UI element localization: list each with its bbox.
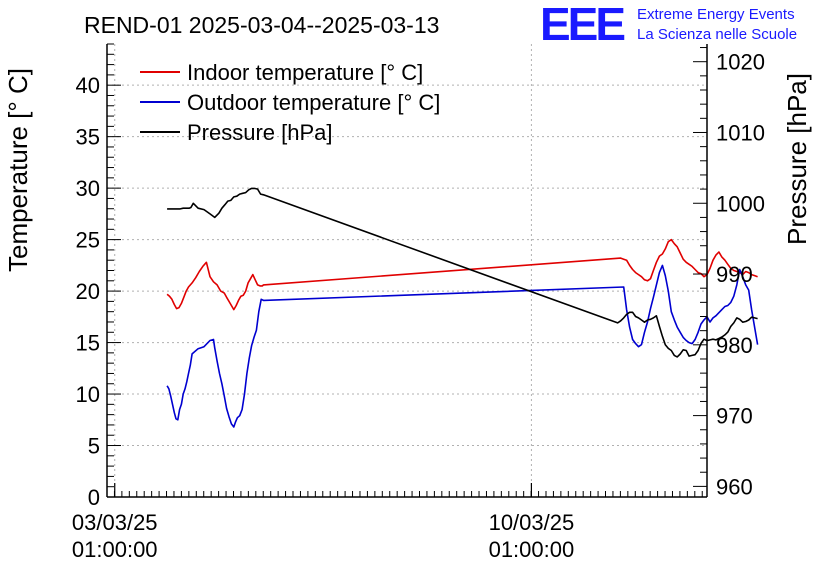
y-left-tick-label: 15: [76, 331, 100, 356]
y-axis-label-right: Pressure [hPa]: [782, 73, 812, 245]
y-left-tick-label: 40: [76, 73, 100, 98]
ticks: 0 5 10 15 20 25 30 35 40 960 970 980 990 1000 1010 1020…: [72, 43, 765, 562]
y-right-tick-label: 960: [716, 474, 753, 499]
y-left-tick-label: 10: [76, 382, 100, 407]
legend: Indoor temperature [° C] Outdoor tempera…: [140, 60, 440, 145]
y-right-tick-label: 980: [716, 333, 753, 358]
legend-label-outdoor: Outdoor temperature [° C]: [187, 90, 440, 115]
y-axis-label-left: Temperature [° C]: [3, 68, 33, 272]
x-tick-label-time: 01:00:00: [489, 537, 575, 562]
eee-logo-text: EEE: [540, 0, 624, 50]
y-right-tick-label: 970: [716, 404, 753, 429]
series-lines: [166, 187, 759, 428]
y-right-tick-label: 990: [716, 262, 753, 287]
y-left-tick-label: 0: [88, 485, 100, 510]
series-line-indoor: [166, 238, 758, 311]
legend-label-indoor: Indoor temperature [° C]: [187, 60, 423, 85]
series-line-outdoor: [166, 264, 759, 428]
eee-logo: EEE Extreme Energy Events La Scienza nel…: [540, 0, 797, 50]
grid: [107, 44, 707, 497]
brand-line-2: La Scienza nelle Scuole: [637, 26, 797, 43]
x-tick-label-time: 01:00:00: [72, 537, 158, 562]
y-right-tick-label: 1010: [716, 120, 765, 145]
y-right-tick-label: 1000: [716, 191, 765, 216]
y-right-tick-label: 1020: [716, 50, 765, 75]
y-left-tick-label: 30: [76, 176, 100, 201]
legend-label-pressure: Pressure [hPa]: [187, 120, 333, 145]
y-left-tick-label: 25: [76, 228, 100, 253]
y-left-tick-label: 20: [76, 279, 100, 304]
x-tick-label-date: 10/03/25: [489, 510, 575, 535]
y-left-tick-label: 5: [88, 434, 100, 459]
series-line-pressure: [167, 187, 758, 358]
chart-title: REND-01 2025-03-04--2025-03-13: [84, 12, 439, 38]
brand-line-1: Extreme Energy Events: [637, 6, 795, 23]
y-left-tick-label: 35: [76, 125, 100, 150]
x-tick-label-date: 03/03/25: [72, 510, 158, 535]
